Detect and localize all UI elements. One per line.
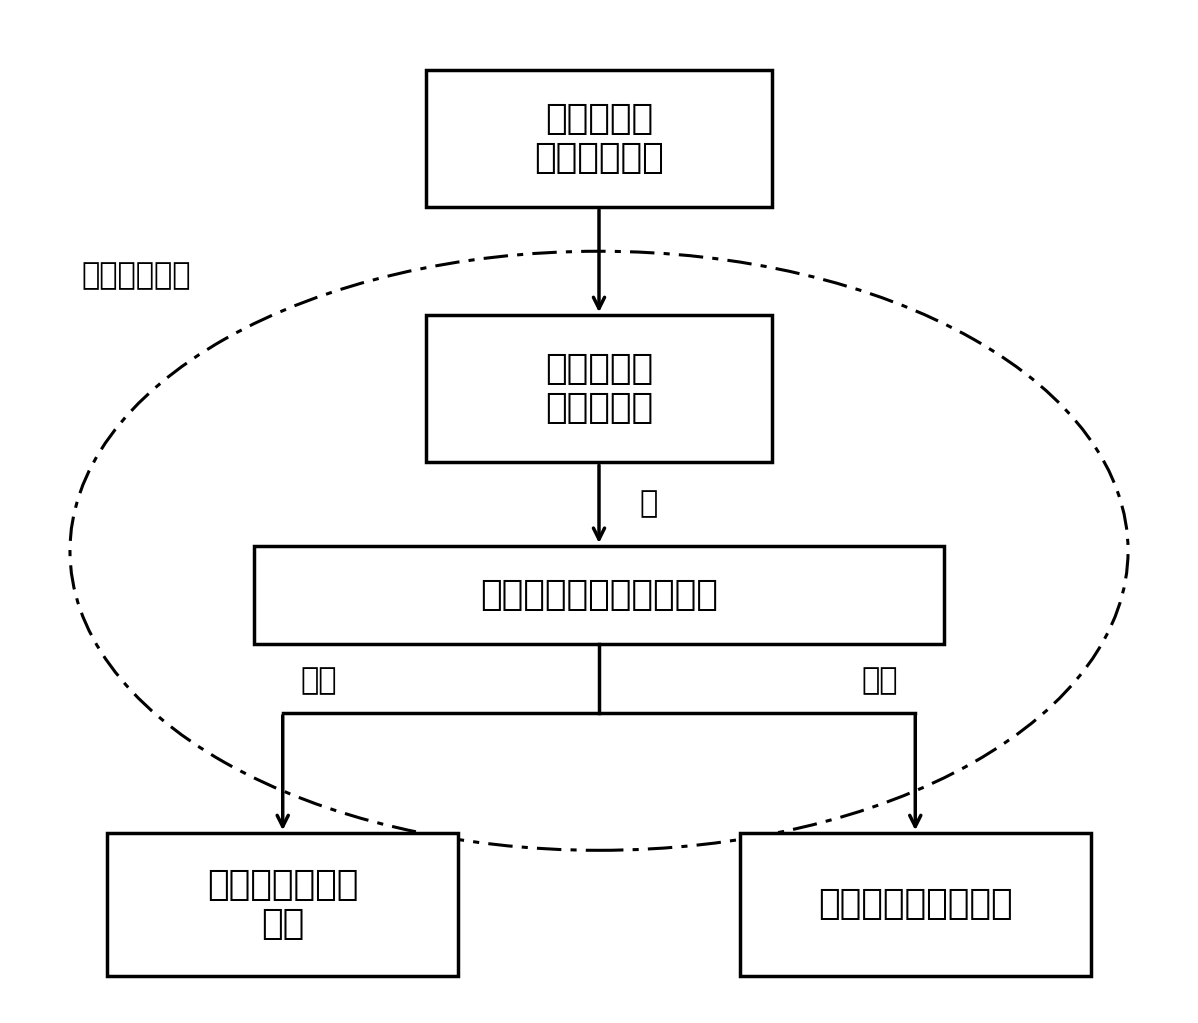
Text: 是: 是 — [640, 490, 658, 519]
Text: 判断爆震波前传或者后传: 判断爆震波前传或者后传 — [480, 578, 718, 612]
Text: 前传: 前传 — [300, 666, 337, 696]
Text: 减小扩张壁面扩张角: 减小扩张壁面扩张角 — [818, 887, 1012, 922]
Bar — [426, 315, 772, 462]
Bar — [740, 833, 1090, 976]
Text: 信息分析模块: 信息分析模块 — [81, 261, 190, 291]
Bar — [108, 833, 458, 976]
Text: 压力传感器
监测波面位置: 压力传感器 监测波面位置 — [534, 101, 664, 175]
Bar — [254, 546, 944, 644]
Text: 后传: 后传 — [861, 666, 898, 696]
Text: 波面是否到
达临界位置: 波面是否到 达临界位置 — [545, 352, 653, 426]
Text: 增大扩张壁面扩
张角: 增大扩张壁面扩 张角 — [207, 868, 358, 941]
Bar — [426, 70, 772, 207]
